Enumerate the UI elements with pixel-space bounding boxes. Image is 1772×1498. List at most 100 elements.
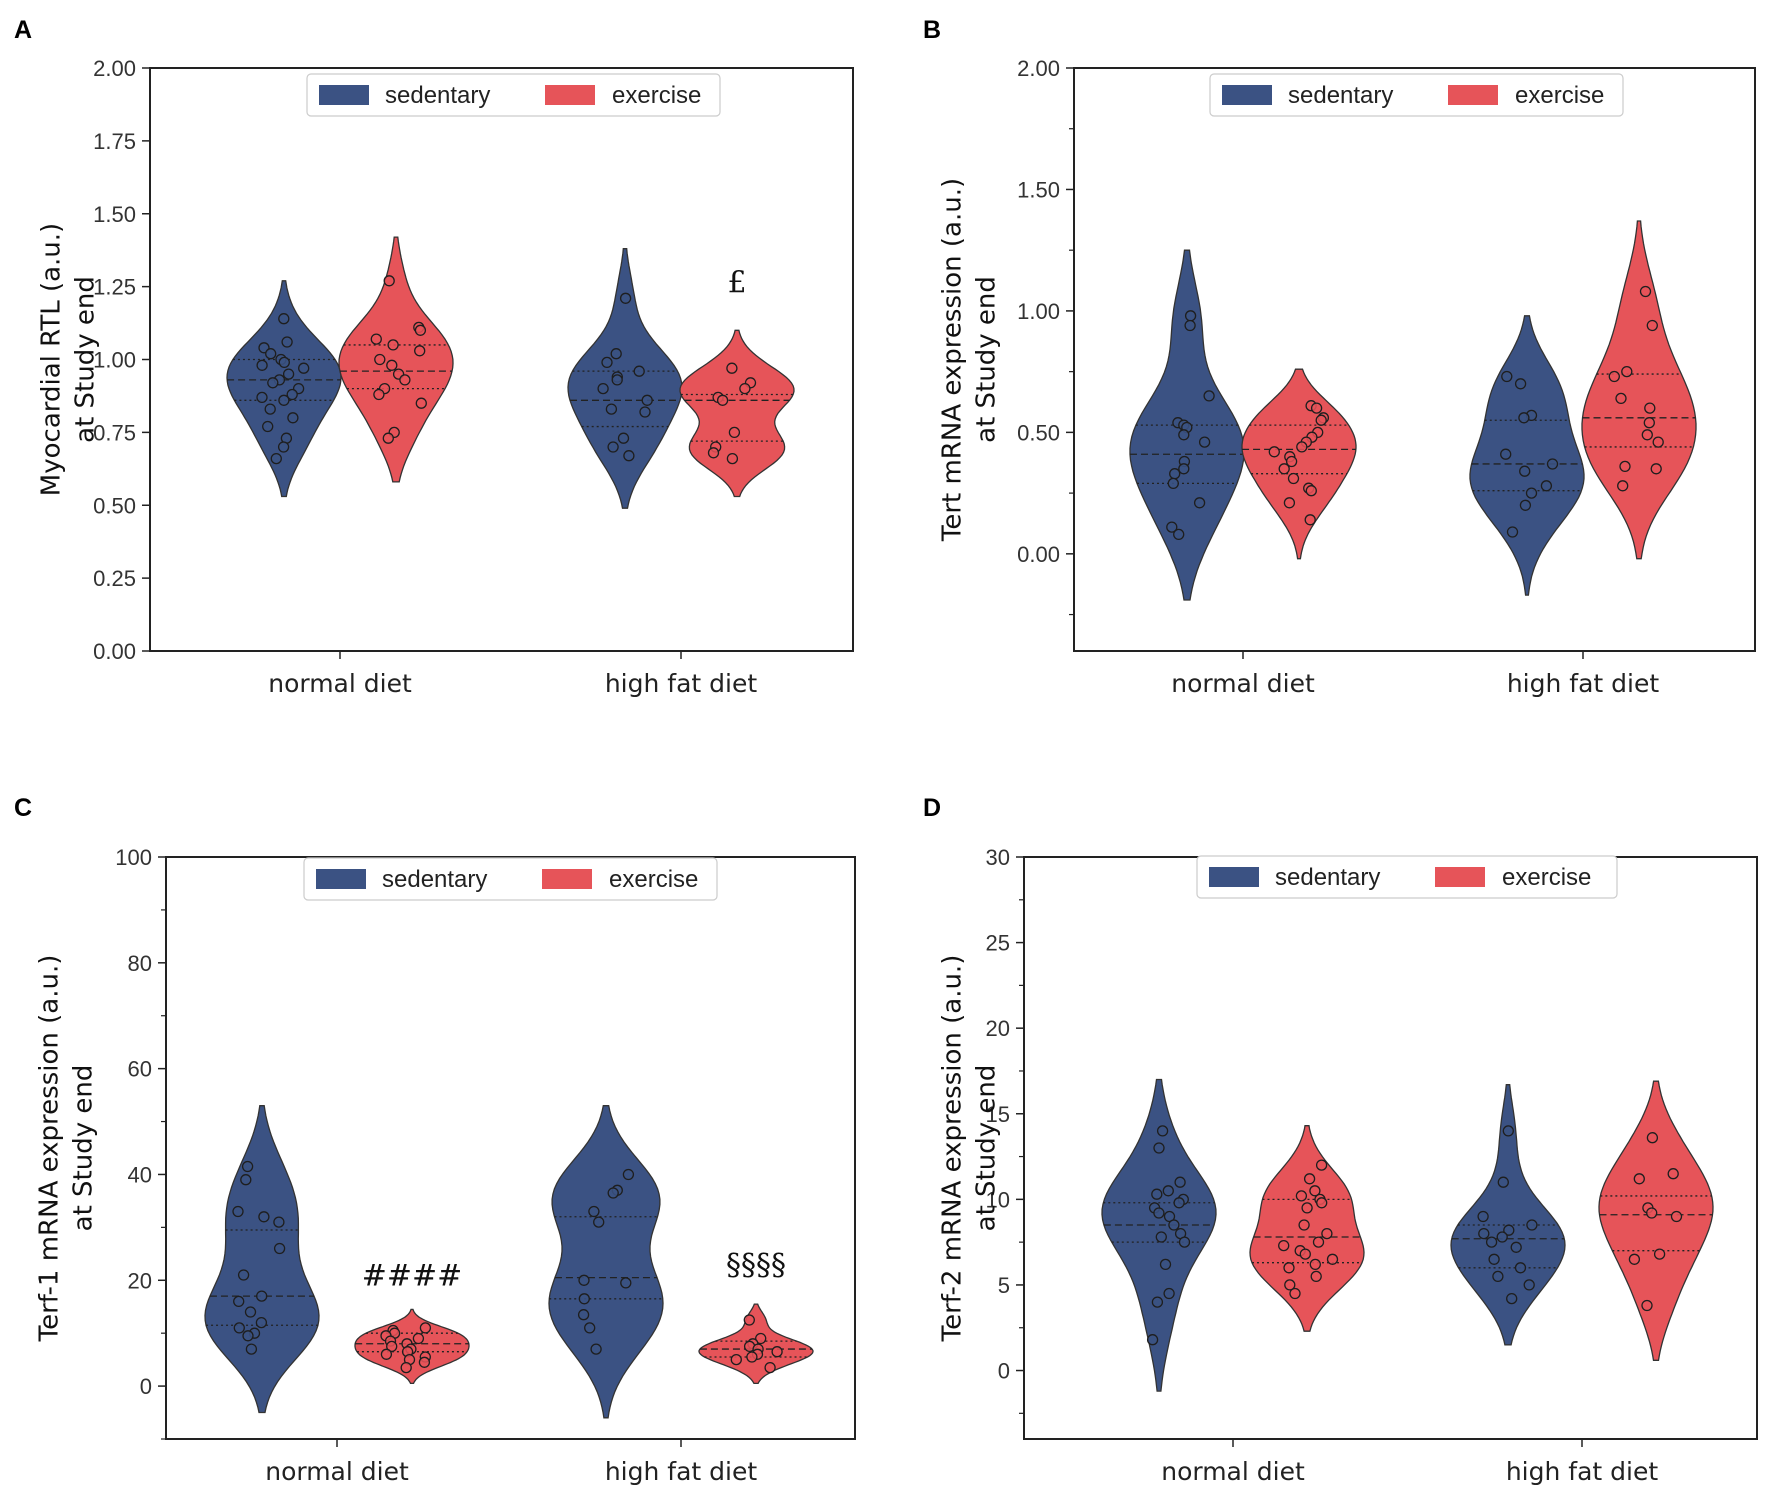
legend-swatch-exercise xyxy=(1435,867,1485,887)
violin-group xyxy=(1241,368,1357,560)
data-point xyxy=(1298,1219,1310,1231)
data-point xyxy=(1514,1262,1527,1274)
data-point xyxy=(281,336,293,348)
x-category-label: normal diet xyxy=(265,1457,409,1486)
data-point xyxy=(622,1168,635,1181)
legend-swatch-sedentary xyxy=(1222,85,1272,105)
violin-group xyxy=(1469,315,1585,596)
data-point xyxy=(578,1293,590,1305)
data-point xyxy=(233,1295,245,1308)
data-point xyxy=(633,365,645,377)
legend-swatch-sedentary xyxy=(319,85,369,105)
legend-label-sedentary: sedentary xyxy=(1288,82,1393,109)
data-point xyxy=(605,403,618,415)
panel-letter: B xyxy=(923,16,941,44)
violin-group xyxy=(226,280,342,498)
x-category-label: high fat diet xyxy=(1506,1457,1659,1486)
data-point xyxy=(739,382,751,395)
data-point xyxy=(1488,1253,1500,1265)
data-point xyxy=(578,1274,590,1286)
data-point xyxy=(1650,463,1662,475)
data-point xyxy=(370,333,382,345)
data-point xyxy=(278,394,290,406)
data-point xyxy=(610,348,622,360)
data-point xyxy=(1159,1258,1172,1271)
data-point xyxy=(707,447,720,459)
y-tick-label: 1.75 xyxy=(93,129,136,154)
data-point xyxy=(1523,1279,1535,1291)
data-point xyxy=(1501,370,1513,383)
data-point xyxy=(1184,319,1196,332)
panel-B: B 0.00 0.50 1.00 1.50 2.00 Tert mRNA expressio… xyxy=(923,16,1756,698)
data-point xyxy=(1315,1159,1328,1171)
data-point xyxy=(298,362,310,374)
data-point xyxy=(1305,485,1317,497)
data-point xyxy=(267,377,279,389)
data-point xyxy=(382,432,394,444)
data-point xyxy=(588,1205,600,1218)
data-point xyxy=(1309,1185,1321,1197)
y-tick-label: 0.75 xyxy=(93,420,136,445)
y-tick-label: 25 xyxy=(986,931,1010,956)
data-point xyxy=(601,356,613,369)
data-point xyxy=(1304,514,1316,526)
y-tick-label: 0 xyxy=(140,1374,152,1399)
data-point xyxy=(1173,528,1185,541)
y-tick-label: 1.50 xyxy=(1017,177,1060,202)
data-point xyxy=(287,412,299,424)
data-point xyxy=(278,356,290,369)
legend-label-sedentary: sedentary xyxy=(1275,864,1380,891)
data-point xyxy=(1621,365,1633,378)
data-point xyxy=(1646,1207,1658,1219)
legend-box xyxy=(1196,855,1618,899)
data-point xyxy=(639,406,651,418)
data-point xyxy=(1178,463,1190,475)
data-point xyxy=(611,374,623,386)
violin-group xyxy=(1129,249,1245,601)
data-point xyxy=(1644,402,1656,414)
y-tick-label: 5 xyxy=(998,1273,1010,1298)
data-point xyxy=(1151,1188,1163,1200)
data-point xyxy=(1667,1168,1679,1180)
panel-letter: A xyxy=(14,16,32,44)
legend-swatch-exercise xyxy=(545,85,595,105)
data-point xyxy=(1639,285,1652,298)
data-point xyxy=(265,348,277,360)
data-point xyxy=(1178,1236,1191,1248)
violin-exercise-high-fat-diet xyxy=(1581,220,1697,560)
data-point xyxy=(1283,1262,1295,1274)
legend-label-exercise: exercise xyxy=(609,866,698,893)
data-point xyxy=(617,432,630,444)
data-point xyxy=(1173,1197,1185,1209)
data-point xyxy=(1283,497,1296,509)
data-point xyxy=(1646,1132,1659,1144)
data-point xyxy=(1477,1210,1489,1223)
data-point xyxy=(746,1351,758,1363)
data-point xyxy=(1178,429,1190,441)
data-point xyxy=(387,339,399,351)
data-point xyxy=(255,1316,268,1329)
data-point xyxy=(270,452,282,465)
violin-exercise-normal-diet xyxy=(1241,368,1357,560)
y-tick-label: 40 xyxy=(128,1162,152,1187)
legend-box xyxy=(303,857,718,901)
data-point xyxy=(726,362,738,374)
data-point xyxy=(1287,472,1300,485)
data-point xyxy=(1326,1253,1339,1265)
data-point xyxy=(607,441,619,453)
y-axis-label: Myocardial RTL (a.u.) xyxy=(37,223,67,496)
data-point xyxy=(232,1205,244,1218)
data-point xyxy=(1321,1227,1333,1240)
y-tick-label: 100 xyxy=(115,845,152,870)
plot-frame xyxy=(165,856,856,1440)
significance-annotation: £ xyxy=(727,265,746,300)
data-point xyxy=(418,1356,431,1368)
y-axis-label: Terf-2 mRNA expression (a.u.) xyxy=(938,955,968,1343)
data-point xyxy=(1608,370,1620,383)
data-point xyxy=(1296,441,1308,453)
legend-label-sedentary: sedentary xyxy=(382,866,487,893)
data-point xyxy=(1198,436,1211,448)
panel-A: A 0.00 0.25 0.50 0.75 1.00 1.25 1.50 1.75 2.00 Myo… xyxy=(14,16,854,698)
data-point xyxy=(1203,390,1215,402)
x-category-label: normal diet xyxy=(268,669,412,698)
